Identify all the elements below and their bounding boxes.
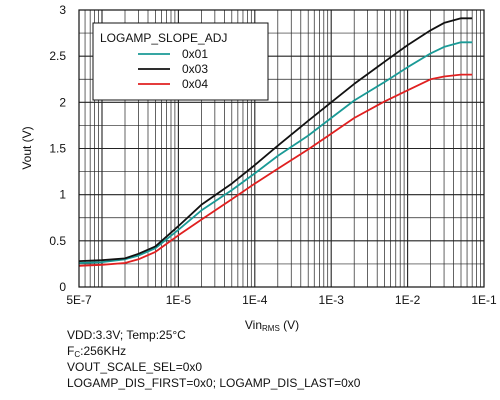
y-tick-label: 2 [59,95,66,109]
y-tick-label: 1.5 [49,142,66,156]
x-tick-label: 1E-3 [319,293,345,307]
series-line-0x03 [78,17,473,262]
x-axis-label-sub: RMS [262,324,280,333]
condition-supply-temp: VDD:3.3V; Temp:25°C [67,328,186,342]
series-line-0x01 [78,41,473,264]
x-tick-label: 1E-4 [242,293,268,307]
legend-label-0x03: 0x03 [182,62,208,76]
condition-frequency: FC:256KHz [67,344,126,362]
y-tick-label: 3 [59,3,66,17]
x-axis-label-main: Vin [245,318,262,332]
y-tick-label: 1 [59,188,66,202]
x-tick-label: 1E-1 [471,293,497,307]
legend-label-0x01: 0x01 [182,47,208,61]
plot-frame [78,9,485,288]
y-tick-labels: 0 0.5 1 1.5 2 2.5 3 [49,3,66,294]
condition-vout-scale: VOUT_SCALE_SEL=0x0 [67,360,203,374]
legend-title: LOGAMP_SLOPE_ADJ [100,31,227,45]
y-tick-label: 0.5 [49,234,66,248]
y-tick-label: 2.5 [49,49,66,63]
condition-logamp-dis: LOGAMP_DIS_FIRST=0x0; LOGAMP_DIS_LAST=0x… [67,376,361,390]
x-tick-label: 1E-5 [166,293,192,307]
x-tick-label: 1E-2 [395,293,421,307]
y-axis-label: Vout (V) [20,126,34,169]
condition-frequency-value: :256KHz [80,344,127,358]
x-tick-labels: 5E-7 1E-5 1E-4 1E-3 1E-2 1E-1 [66,293,497,307]
x-tick-label: 5E-7 [66,293,92,307]
y-tick-label: 0 [59,280,66,294]
series-lines [78,17,473,267]
x-axis-label: VinRMS (V) [245,318,299,333]
condition-frequency-main: F [67,344,75,358]
series-line-0x04 [78,73,473,267]
condition-frequency-sub: C [74,350,81,359]
x-axis-label-unit: (V) [280,318,299,332]
legend-label-0x04: 0x04 [182,77,208,91]
legend-box [92,22,269,101]
